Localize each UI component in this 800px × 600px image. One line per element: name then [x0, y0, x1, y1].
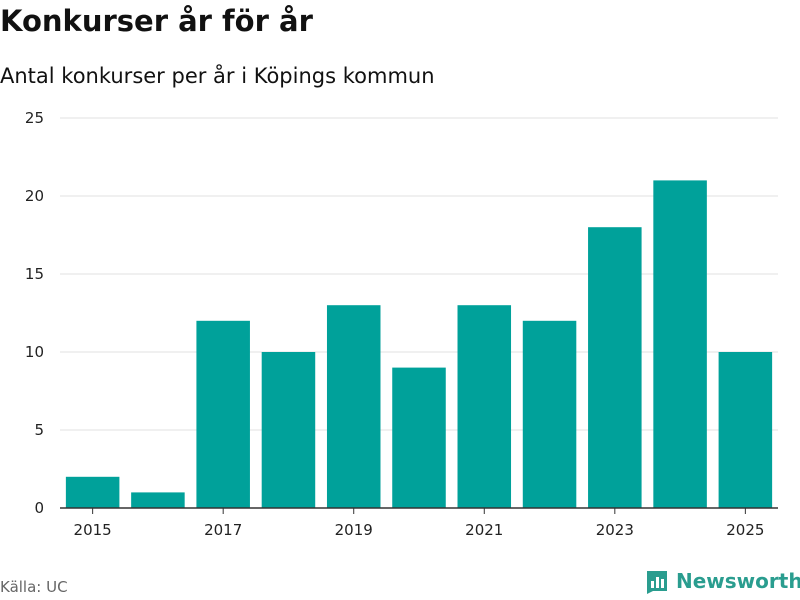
bar-2019	[326, 305, 381, 508]
bar-2023	[588, 227, 642, 508]
y-tick-label: 20	[25, 187, 44, 205]
y-tick-label: 0	[34, 499, 44, 517]
chart-subtitle: Antal konkurser per år i Köpings kommun	[0, 64, 435, 88]
bar-2017	[196, 320, 250, 508]
bar-2024	[653, 180, 707, 508]
bar-2018	[261, 352, 316, 508]
x-tick-label: 2021	[465, 521, 503, 539]
x-tick-label: 2025	[726, 521, 764, 539]
brand-logo: Newsworthy	[644, 568, 800, 594]
y-tick-label: 15	[25, 265, 44, 283]
x-tick-label: 2015	[74, 521, 112, 539]
x-tick-label: 2023	[596, 521, 634, 539]
y-tick-label: 10	[25, 343, 44, 361]
bar-2020	[392, 367, 446, 508]
bar-2022	[522, 320, 577, 508]
newsworthy-icon	[647, 571, 667, 594]
bar-2021	[457, 305, 512, 508]
source-note: Källa: UC	[0, 578, 68, 596]
bar-2016	[131, 492, 185, 508]
bar-2015	[65, 476, 120, 508]
x-tick-label: 2017	[204, 521, 242, 539]
y-tick-label: 25	[25, 109, 44, 127]
chart-title: Konkurser år för år	[0, 4, 313, 38]
x-tick-label: 2019	[335, 521, 373, 539]
y-tick-label: 5	[34, 421, 44, 439]
brand-name: Newsworthy	[676, 569, 800, 593]
bar-2025	[718, 352, 773, 508]
